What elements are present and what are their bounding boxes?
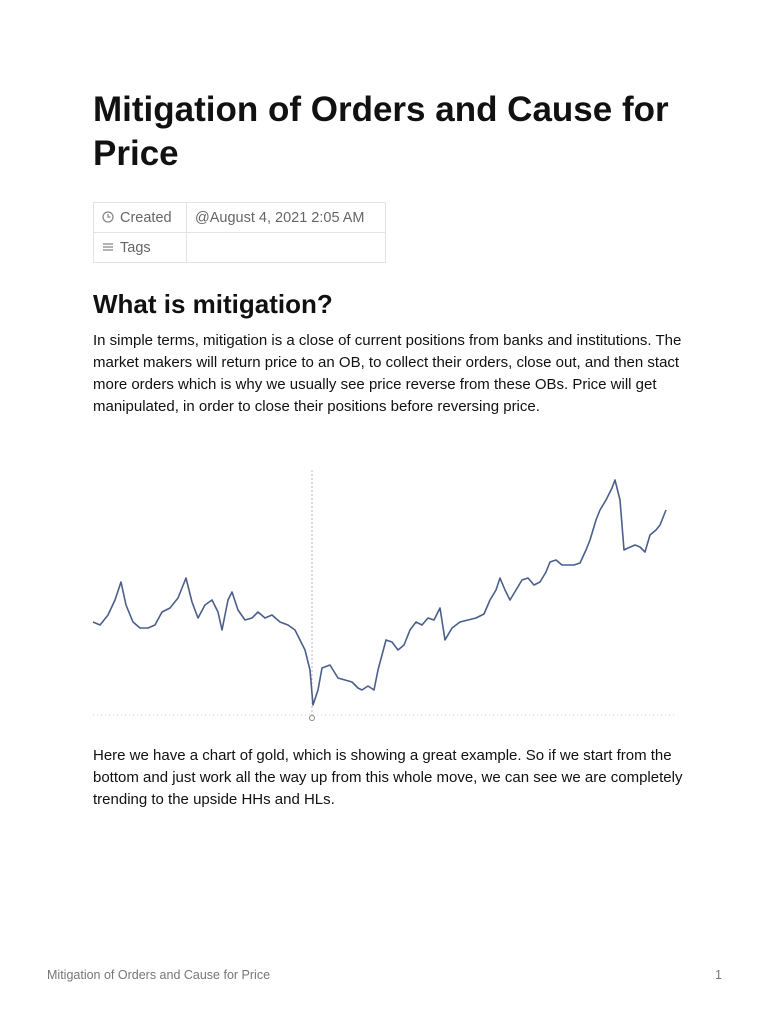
property-label: Created — [120, 209, 172, 226]
property-value: @August 4, 2021 2:05 AM — [186, 202, 386, 233]
property-value — [186, 232, 386, 263]
chart-image — [92, 470, 676, 721]
title: Mitigation of Orders and Cause for Price — [93, 90, 669, 173]
clock-icon — [102, 210, 114, 223]
property-key: Tags — [93, 232, 187, 263]
paragraph: In simple terms, mitigation is a close o… — [93, 332, 682, 415]
list-icon — [103, 242, 113, 251]
properties: Created @August 4, 2021 2:05 AM Tags — [93, 202, 386, 263]
heading: What is mitigation? — [93, 289, 333, 319]
paragraph: Here we have a chart of gold, which is s… — [93, 747, 683, 808]
page-number: 1 — [715, 968, 722, 982]
price-line — [92, 479, 667, 706]
property-row: Tags — [93, 232, 386, 263]
property-row: Created @August 4, 2021 2:05 AM — [93, 202, 386, 233]
marker — [309, 715, 315, 721]
property-label: Tags — [120, 239, 151, 256]
property-key: Created — [93, 202, 187, 233]
footer-title: Mitigation of Orders and Cause for Price — [47, 968, 271, 982]
